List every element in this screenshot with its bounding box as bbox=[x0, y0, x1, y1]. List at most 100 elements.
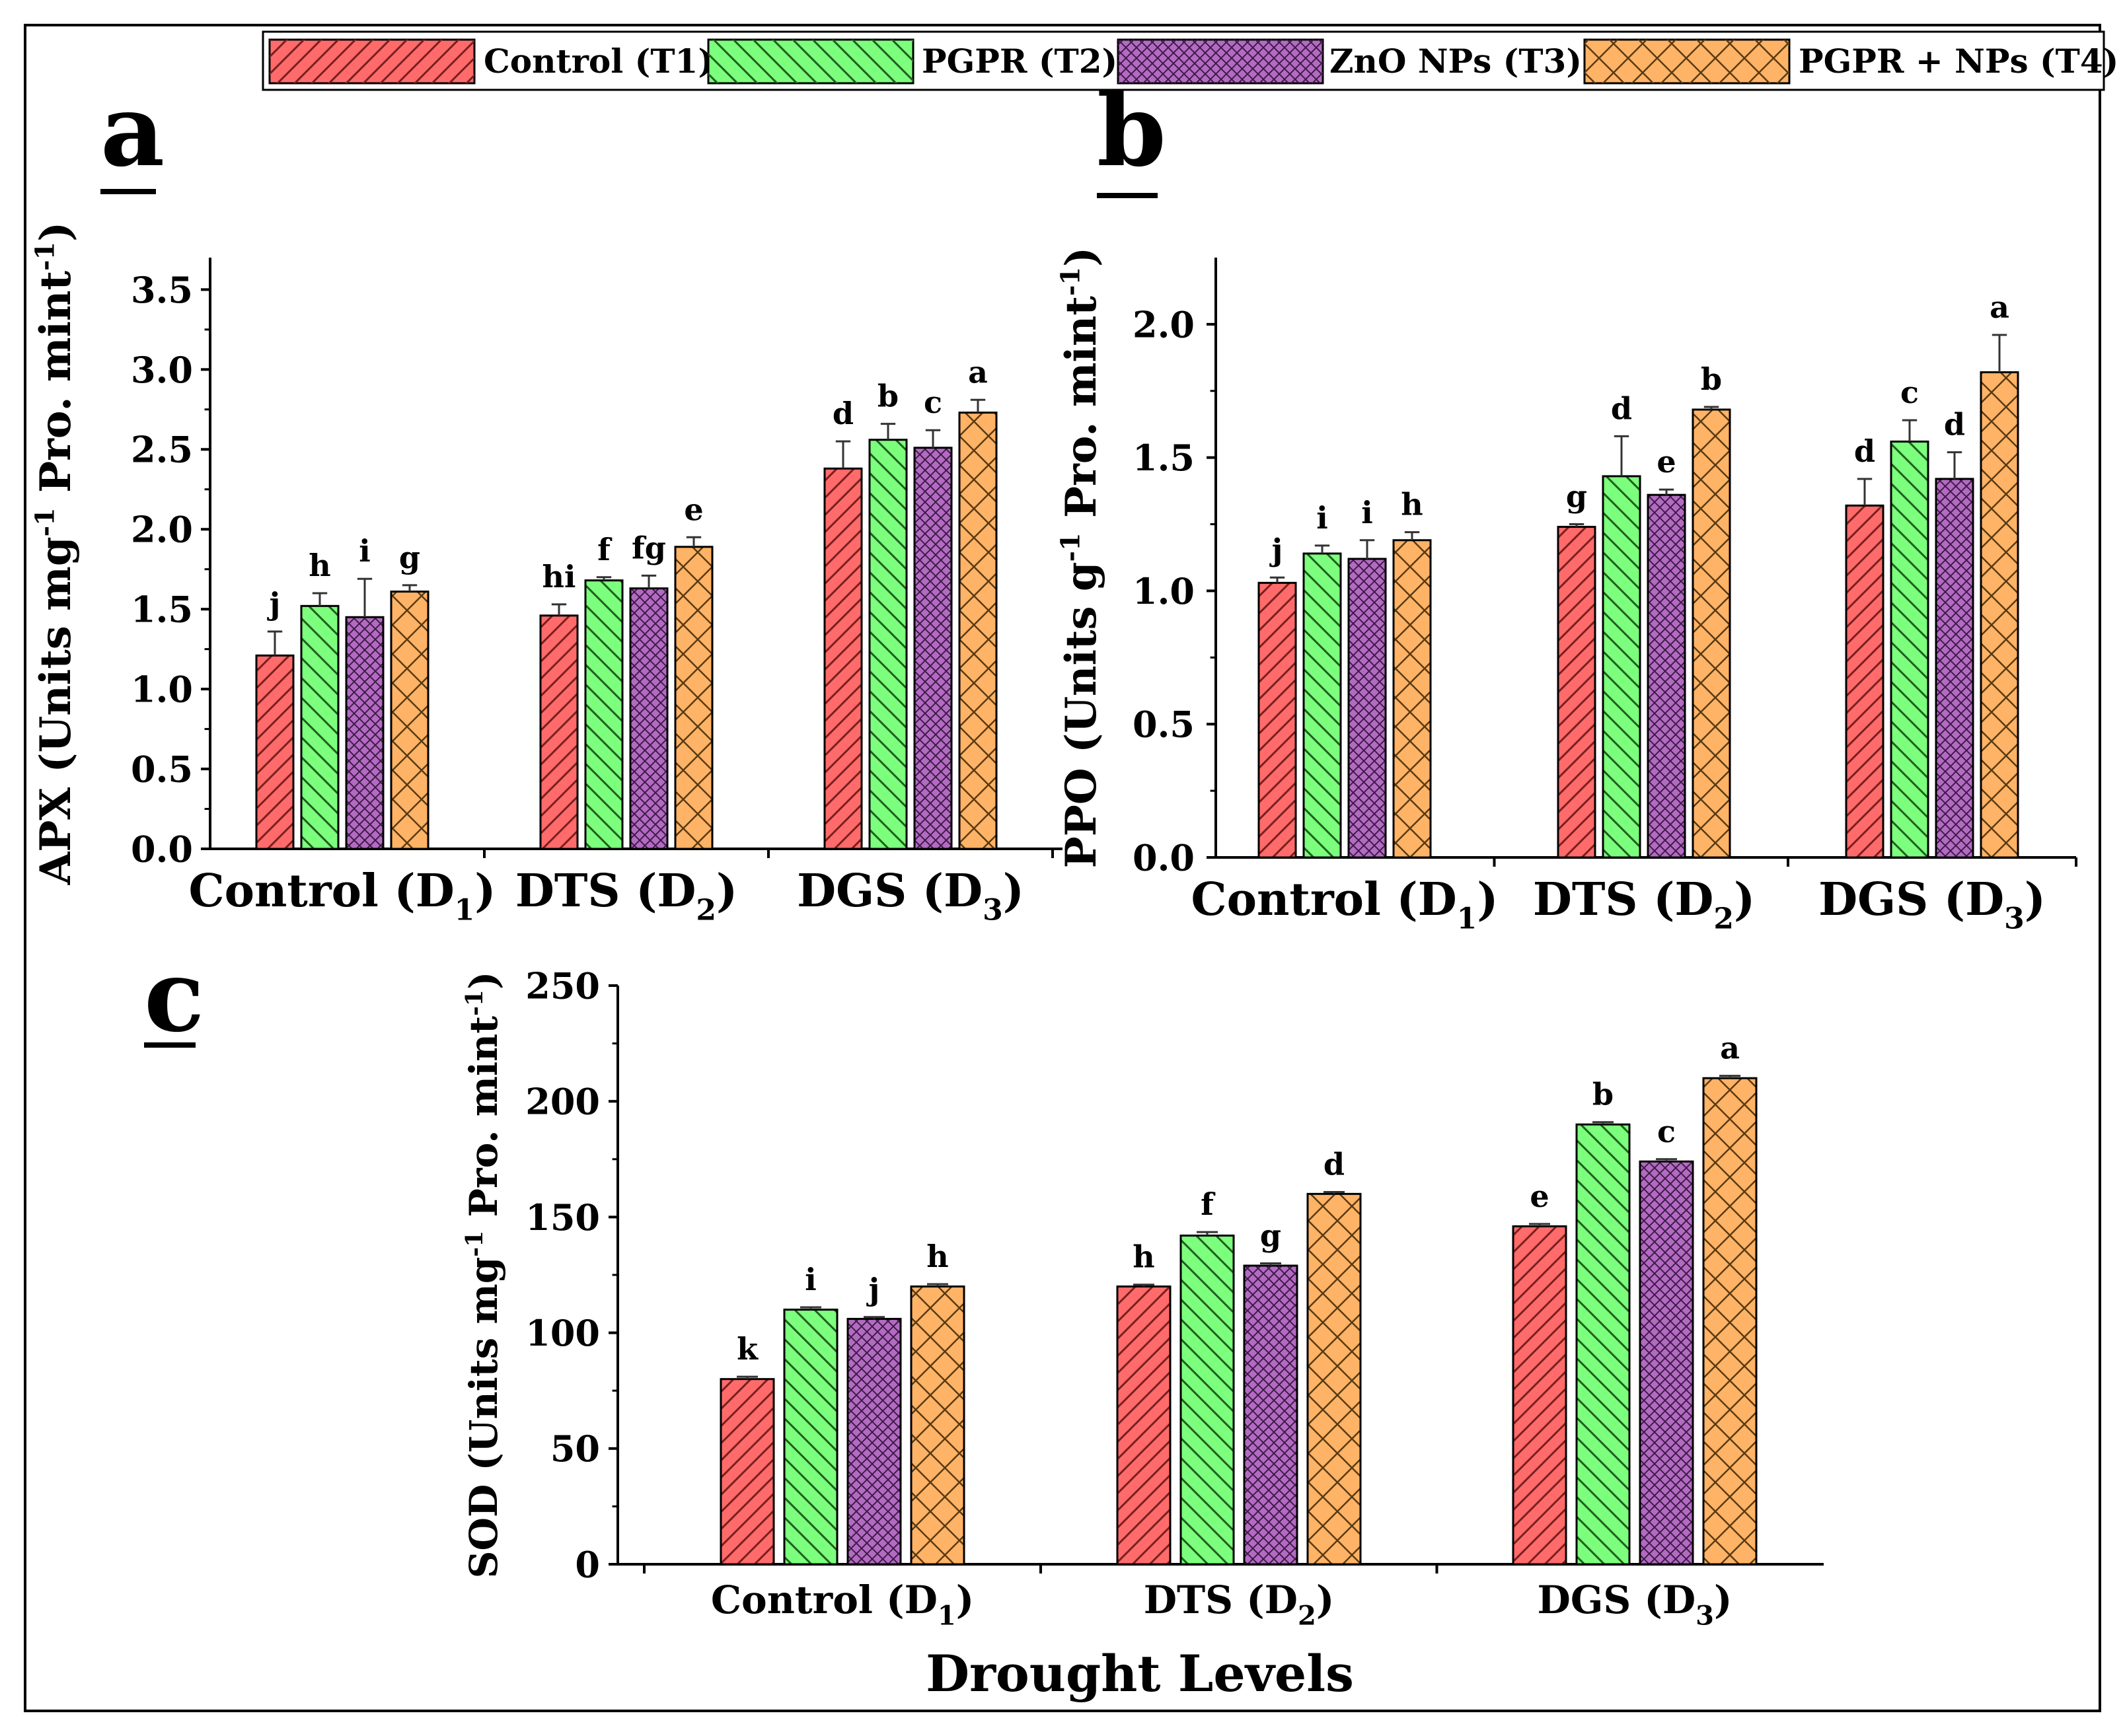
panel-b-bar-pattern bbox=[1980, 371, 2019, 859]
panel-b-bar-pattern bbox=[1392, 539, 1432, 859]
panel-c-y-axis-title: SOD (Units mg-1 Pro. mint-1) bbox=[461, 972, 506, 1579]
panel-a-significance-letter: j bbox=[267, 586, 281, 622]
panel-c-significance-letter: h bbox=[1133, 1239, 1154, 1275]
panel-a-category-label: DGS (D3) bbox=[797, 865, 1024, 927]
legend-entry-3-label: ZnO NPs (T3) bbox=[1329, 42, 1582, 81]
panel-b-significance-letter: b bbox=[1701, 361, 1722, 397]
panel-a-significance-letter: e bbox=[684, 491, 703, 527]
panel-a-significance-letter: d bbox=[833, 396, 854, 431]
panel-c-y-tick-label: 50 bbox=[550, 1428, 600, 1470]
panel-c-category-label: Control (D1) bbox=[711, 1577, 974, 1631]
panel-b-significance-letter: a bbox=[1990, 289, 2009, 325]
panel-c-bar-pattern bbox=[1639, 1160, 1694, 1566]
panel-b-significance-letter: g bbox=[1566, 479, 1587, 515]
panel-a-bar-pattern bbox=[300, 604, 340, 850]
panel-b-bar-pattern bbox=[1347, 558, 1387, 859]
panel-c-significance-letter: j bbox=[866, 1272, 880, 1307]
panel-a-bar-pattern bbox=[674, 546, 714, 850]
panel-b-y-tick-label: 1.5 bbox=[1133, 437, 1195, 479]
panel-a-y-tick-label: 3.5 bbox=[131, 269, 193, 311]
panel-c-y-tick-label: 150 bbox=[525, 1196, 600, 1239]
panel-a-bar-pattern bbox=[345, 616, 385, 850]
panel-a-label: a bbox=[100, 73, 165, 189]
panel-a-y-tick-label: 0.5 bbox=[131, 748, 193, 790]
panel-b-bar-pattern bbox=[1557, 526, 1596, 859]
panel-a-y-tick-label: 1.0 bbox=[131, 669, 193, 711]
panel-a-bar-pattern bbox=[390, 591, 429, 850]
legend-entry-1-swatch-pattern bbox=[270, 40, 474, 83]
panel-c-significance-letter: a bbox=[1720, 1031, 1740, 1066]
figure-frame bbox=[24, 24, 2101, 1712]
panel-b-bar-pattern bbox=[1647, 493, 1686, 859]
panel-b-significance-letter: d bbox=[1611, 390, 1632, 426]
legend-entry-2-label: PGPR (T2) bbox=[922, 42, 1117, 81]
panel-c-bar-pattern bbox=[1306, 1192, 1362, 1566]
panel-a-significance-letter: c bbox=[924, 384, 942, 420]
legend-entry-1: Control (T1) bbox=[268, 38, 714, 85]
panel-c-significance-letter: d bbox=[1323, 1147, 1345, 1182]
panel-a-apx-chart: a APX (Units mg-1 Pro. mint-1) 0.0 0.5 1.0 1.… bbox=[30, 73, 1062, 927]
panel-a-y-tick-label: 1.5 bbox=[131, 589, 193, 631]
panel-c-sod-chart: c SOD (Units mg-1 Pro. mint-1) 0 50 100 150 20… bbox=[144, 938, 1824, 1631]
panel-b-bar-pattern bbox=[1845, 504, 1884, 859]
panel-a-significance-letter: b bbox=[877, 379, 899, 414]
legend-entry-3-swatch-pattern bbox=[1118, 40, 1323, 83]
legend-entry-3: ZnO NPs (T3) bbox=[1117, 38, 1582, 85]
panel-c-category-label: DGS (D3) bbox=[1538, 1577, 1733, 1631]
legend-entry-2-swatch-pattern bbox=[708, 40, 913, 83]
panel-c-label: c bbox=[144, 938, 204, 1054]
panel-a-bar-pattern bbox=[823, 467, 863, 850]
panel-c-significance-letter: i bbox=[805, 1262, 816, 1297]
panel-b-significance-letter: i bbox=[1361, 495, 1372, 530]
panel-c-bar-pattern bbox=[1702, 1077, 1758, 1566]
panel-b-ppo-chart: b PPO (Units g-1 Pro. mint-1) 0.0 0.5 1.0 1.5… bbox=[1056, 73, 2077, 935]
panel-a-significance-letter: hi bbox=[542, 559, 576, 595]
panel-a-y-tick-label: 2.0 bbox=[131, 509, 193, 551]
panel-a-significance-letter: h bbox=[309, 548, 330, 583]
panel-a-bar-pattern bbox=[913, 447, 953, 850]
panel-b-significance-letter: j bbox=[1269, 532, 1283, 567]
panel-b-y-tick-label: 2.0 bbox=[1133, 303, 1195, 345]
panel-a-bar-pattern bbox=[958, 412, 998, 850]
panel-c-bar-pattern bbox=[1116, 1285, 1172, 1566]
panel-a-category-label: Control (D1) bbox=[189, 865, 496, 927]
panel-b-bar-pattern bbox=[1302, 552, 1342, 859]
panel-c-significance-letter: g bbox=[1260, 1217, 1281, 1253]
panel-b-significance-letter: c bbox=[1900, 375, 1919, 410]
panel-c-significance-letter: b bbox=[1592, 1077, 1614, 1112]
legend-entry-4-label: PGPR + NPs (T4) bbox=[1799, 42, 2118, 81]
panel-c-bar-pattern bbox=[910, 1285, 965, 1566]
panel-b-y-axis-title: PPO (Units g-1 Pro. mint-1) bbox=[1056, 247, 1106, 869]
panel-b-significance-letter: i bbox=[1316, 500, 1327, 536]
panel-c-y-tick-label: 200 bbox=[525, 1081, 600, 1123]
legend-entry-4-swatch-pattern bbox=[1584, 40, 1789, 83]
panel-c-y-tick-label: 0 bbox=[575, 1543, 600, 1585]
panel-a-bar-pattern bbox=[584, 579, 624, 850]
panel-c-significance-letter: h bbox=[926, 1239, 948, 1274]
panel-b-significance-letter: d bbox=[1944, 407, 1965, 443]
panel-a-category-label: DTS (D2) bbox=[515, 865, 737, 927]
panel-b-y-tick-label: 0.0 bbox=[1133, 836, 1195, 879]
panel-b-bar-pattern bbox=[1890, 440, 1929, 859]
panel-b-bar-pattern bbox=[1692, 408, 1731, 859]
panel-c-significance-letter: c bbox=[1657, 1114, 1676, 1149]
panel-a-significance-letter: a bbox=[968, 354, 988, 390]
panel-a-significance-letter: f bbox=[597, 532, 613, 567]
panel-b-bar-pattern bbox=[1602, 475, 1641, 859]
panel-c-bar-pattern bbox=[1575, 1123, 1631, 1566]
panel-c-bar-pattern bbox=[783, 1309, 839, 1566]
panel-b-label: b bbox=[1097, 73, 1166, 189]
panel-c-bar-pattern bbox=[846, 1318, 902, 1566]
panel-c-bar-pattern bbox=[1179, 1234, 1235, 1566]
panel-b-bar-pattern bbox=[1935, 478, 1974, 859]
panel-a-significance-letter: i bbox=[359, 533, 370, 569]
legend: Control (T1) PGPR (T2) ZnO NPs (T3) PGPR + … bbox=[262, 30, 2118, 91]
panel-b-y-tick-label: 0.5 bbox=[1133, 704, 1195, 746]
panel-c-bar-pattern bbox=[720, 1378, 775, 1566]
panel-c-bar-pattern bbox=[1512, 1225, 1567, 1566]
panel-a-significance-letter: fg bbox=[632, 530, 666, 565]
panel-b-category-label: Control (D1) bbox=[1191, 873, 1499, 935]
panel-a-bar-pattern bbox=[255, 654, 295, 850]
panel-b-category-label: DGS (D3) bbox=[1818, 873, 2046, 935]
panel-a-y-tick-label: 2.5 bbox=[131, 429, 193, 471]
